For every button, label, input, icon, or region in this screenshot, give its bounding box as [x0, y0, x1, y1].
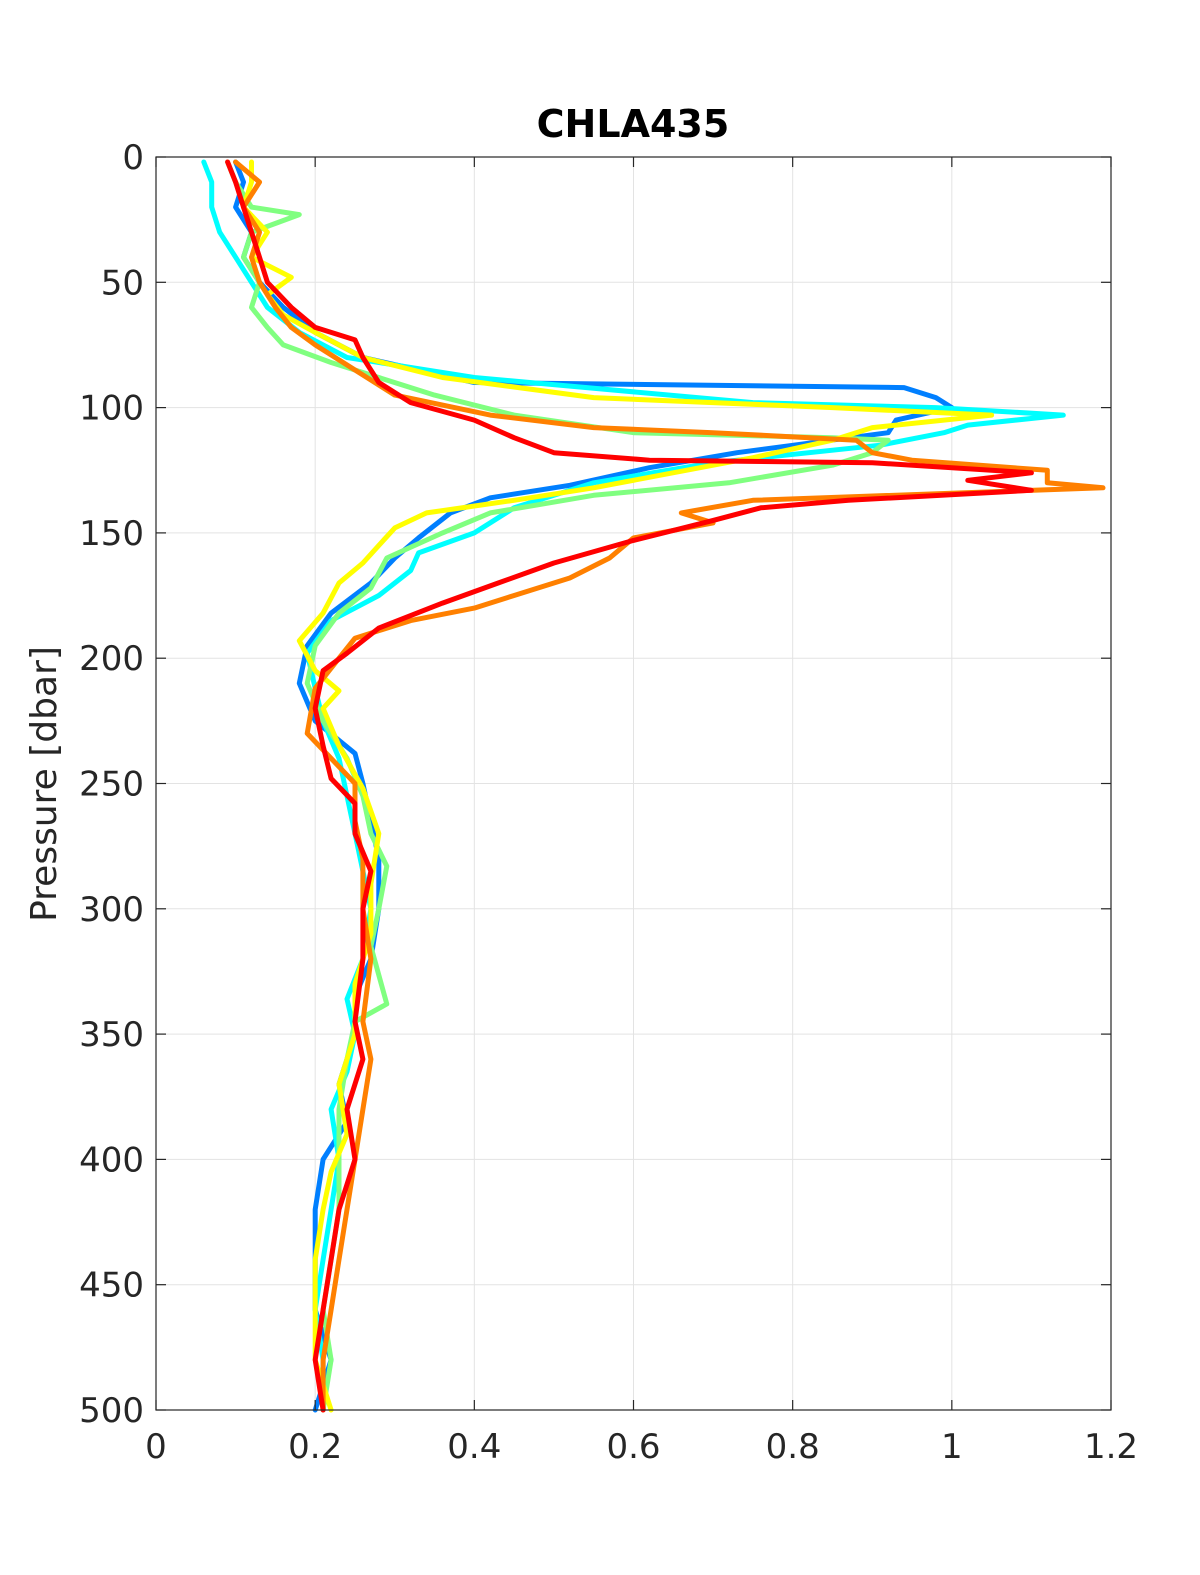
y-tick-label: 500	[79, 1391, 144, 1431]
y-tick-label: 200	[79, 639, 144, 679]
chart-title: CHLA435	[537, 102, 730, 146]
y-tick-label: 0	[122, 138, 144, 178]
series-line-4	[241, 159, 995, 1413]
x-tick-label: 1.2	[1084, 1427, 1138, 1467]
x-tick-label: 0.2	[288, 1427, 342, 1467]
y-tick-label: 300	[79, 890, 144, 930]
x-tick-label: 1	[941, 1427, 963, 1467]
x-tick-label: 0	[145, 1427, 167, 1467]
axis-ticks: 0 0.2 0.4 0.6 0.8 1 1.2 0 50 100 150 200 250 300 350 40…	[79, 138, 1138, 1467]
y-tick-label: 450	[79, 1266, 144, 1306]
y-tick-label: 50	[101, 263, 144, 303]
y-tick-label: 250	[79, 765, 144, 805]
x-tick-label: 0.8	[766, 1427, 820, 1467]
y-tick-label: 400	[79, 1140, 144, 1180]
series-line-5	[233, 159, 1106, 1413]
series-line-6	[225, 159, 1034, 1413]
x-tick-label: 0.4	[447, 1427, 501, 1467]
y-tick-label: 100	[79, 389, 144, 429]
y-axis-label: Pressure [dbar]	[24, 646, 65, 922]
series-group	[201, 159, 1106, 1413]
y-tick-label: 350	[79, 1015, 144, 1055]
y-tick-label: 150	[79, 514, 144, 554]
grid-lines	[155, 156, 1112, 1411]
x-tick-label: 0.6	[606, 1427, 660, 1467]
